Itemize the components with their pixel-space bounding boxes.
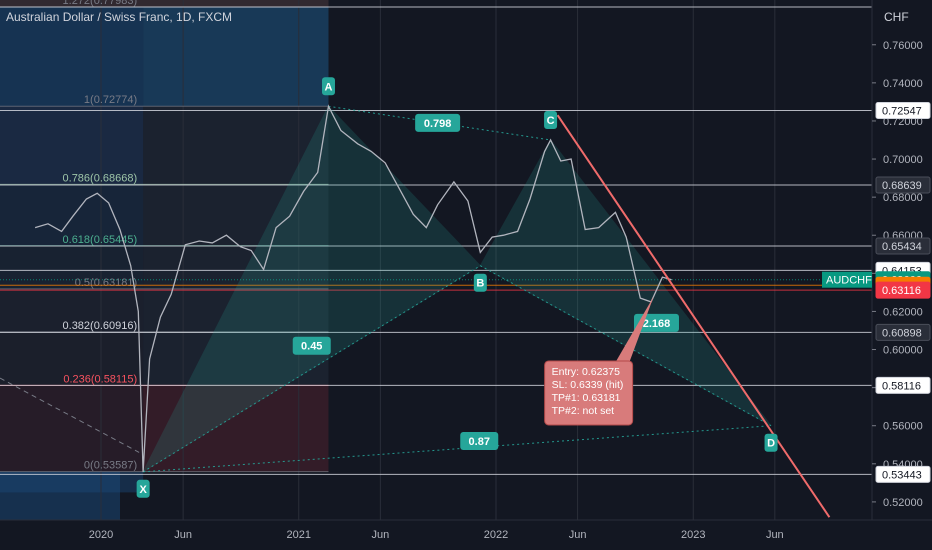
fib-zone bbox=[143, 385, 329, 472]
price-tag-bg bbox=[875, 465, 931, 483]
pattern-point-b: B bbox=[476, 278, 484, 290]
trade-note-pointer bbox=[604, 296, 654, 381]
symbol-tag-bg bbox=[822, 271, 872, 288]
fib-zone bbox=[0, 184, 144, 246]
fib-zone bbox=[0, 6, 144, 107]
fib-zone bbox=[0, 245, 144, 289]
ratio-label-bg bbox=[460, 431, 499, 450]
x-tick-label: 2020 bbox=[89, 529, 113, 541]
trade-note-line: TP#2: not set bbox=[552, 405, 615, 417]
pattern-point-b-bg bbox=[473, 273, 487, 292]
ratio-label-bg bbox=[292, 336, 331, 355]
price-tag-bg bbox=[875, 102, 931, 120]
pattern-point-x: X bbox=[139, 484, 147, 496]
fib-label: 0.236(0.58115) bbox=[63, 373, 137, 385]
x-tick-label: Jun bbox=[174, 529, 192, 541]
price-tag: 0.63116 bbox=[882, 285, 921, 297]
trade-note-line: SL: 0.6339 (hit) bbox=[552, 379, 624, 391]
y-tick-label: 0.56000 bbox=[883, 421, 923, 433]
trade-note-line: TP#1: 0.63181 bbox=[552, 392, 621, 404]
x-tick-label: 2023 bbox=[681, 529, 705, 541]
pattern-point-d-bg bbox=[764, 433, 778, 452]
x-axis-panel bbox=[0, 520, 932, 550]
pattern-dotted-line bbox=[142, 265, 481, 473]
y-tick-label: 0.68000 bbox=[883, 192, 923, 204]
fib-label: 0.786(0.68668) bbox=[63, 172, 138, 184]
y-tick-label: 0.70000 bbox=[883, 154, 923, 166]
x-tick-label: Jun bbox=[766, 529, 784, 541]
y-tick-label: 0.62000 bbox=[883, 306, 923, 318]
chart-title: Australian Dollar / Swiss Franc, 1D, FXC… bbox=[6, 10, 233, 24]
ratio-label: 0.87 bbox=[469, 436, 490, 448]
downtrend-line bbox=[556, 114, 831, 518]
y-tick-label: 0.74000 bbox=[883, 78, 923, 90]
price-tag-bg bbox=[875, 376, 931, 394]
price-tag: 0.60898 bbox=[882, 327, 922, 339]
x-tick-label: 2022 bbox=[484, 529, 508, 541]
price-tag: 0.68639 bbox=[882, 180, 922, 192]
price-tag-bg bbox=[875, 237, 931, 255]
x-tick-label: 2021 bbox=[287, 529, 311, 541]
fib-zone bbox=[0, 288, 144, 333]
fib-zone bbox=[0, 0, 329, 7]
fib-label: 1(0.72774) bbox=[84, 94, 137, 106]
x-tick-label: Jun bbox=[371, 529, 389, 541]
price-tag: 0.53443 bbox=[882, 469, 922, 481]
symbol-tag: AUDCHF bbox=[826, 275, 872, 287]
ratio-label: 0.798 bbox=[424, 118, 452, 130]
fib-label: 0.618(0.65445) bbox=[63, 234, 138, 246]
y-tick-label: 0.52000 bbox=[883, 497, 923, 509]
pattern-point-a-bg bbox=[321, 77, 335, 96]
pattern-point-d: D bbox=[767, 438, 775, 450]
pattern-point-c: C bbox=[547, 115, 555, 127]
y-tick-label: 0.76000 bbox=[883, 40, 923, 52]
y-tick-label: 0.60000 bbox=[883, 345, 923, 357]
price-tag-bg bbox=[875, 281, 931, 299]
ratio-label-bg bbox=[415, 113, 461, 132]
pattern-point-a: A bbox=[325, 81, 333, 93]
price-tag-bg bbox=[875, 323, 931, 341]
fib-label: 0.382(0.60916) bbox=[63, 320, 138, 332]
fib-label: 1.272(0.77983) bbox=[63, 0, 138, 7]
price-line bbox=[34, 104, 672, 472]
trade-note-line: Entry: 0.62375 bbox=[552, 366, 620, 378]
fib-zone bbox=[0, 332, 144, 386]
price-tag: 0.58116 bbox=[882, 380, 921, 392]
trade-note-box bbox=[544, 360, 634, 426]
fib-label: 0.5(0.63181) bbox=[75, 277, 137, 289]
price-tag: 0.72547 bbox=[882, 106, 922, 118]
ratio-label: 0.45 bbox=[301, 341, 322, 353]
pattern-point-x-bg bbox=[136, 479, 150, 498]
fib-zone bbox=[0, 106, 144, 185]
fib-label: 0(0.53587) bbox=[84, 460, 137, 472]
fib-zone bbox=[0, 385, 144, 472]
ratio-label: 2.168 bbox=[643, 318, 671, 330]
pattern-triangle-xab bbox=[141, 105, 482, 474]
currency-label: CHF bbox=[884, 10, 909, 24]
price-tag-bg bbox=[875, 176, 931, 194]
pattern-point-c-bg bbox=[544, 111, 558, 129]
fib-zone bbox=[143, 6, 329, 107]
x-tick-label: Jun bbox=[569, 529, 587, 541]
price-tag: 0.65434 bbox=[882, 241, 922, 253]
